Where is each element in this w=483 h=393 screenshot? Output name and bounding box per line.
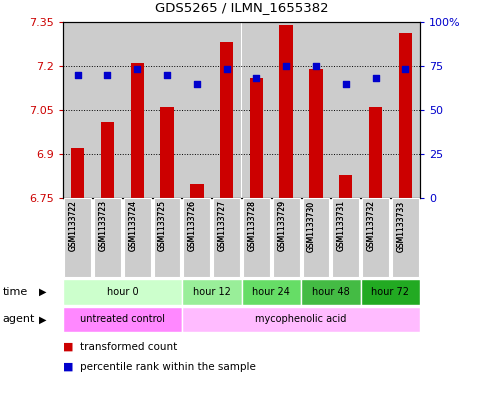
Text: GSM1133729: GSM1133729 [277,200,286,252]
Bar [242,279,301,305]
Text: GSM1133727: GSM1133727 [218,200,227,252]
Point [163,72,171,78]
Point [74,72,82,78]
Bar [122,22,152,198]
Text: hour 72: hour 72 [371,287,410,297]
Text: GSM1133733: GSM1133733 [397,200,405,252]
Point [193,80,201,86]
Bar [212,22,242,198]
Bar [182,307,420,332]
Bar [242,22,271,198]
Bar [339,175,353,198]
Text: hour 24: hour 24 [252,287,290,297]
Point [133,66,141,72]
Text: GSM1133730: GSM1133730 [307,200,316,252]
Bar [93,22,122,198]
Text: percentile rank within the sample: percentile rank within the sample [80,362,256,371]
Bar [182,22,212,198]
Point [104,72,112,78]
Bar [63,307,182,332]
Bar [71,148,85,198]
Text: GSM1133731: GSM1133731 [337,200,346,252]
Text: GSM1133725: GSM1133725 [158,200,167,252]
Text: ▶: ▶ [39,287,46,297]
Text: GSM1133722: GSM1133722 [69,200,78,251]
Bar [369,107,382,198]
Text: ▶: ▶ [39,314,46,324]
Bar [63,22,93,198]
Bar [160,107,174,198]
Text: untreated control: untreated control [80,314,165,324]
Point [372,75,380,81]
Text: GSM1133728: GSM1133728 [247,200,256,251]
Bar [101,122,114,198]
Text: GSM1133731: GSM1133731 [337,200,346,252]
Bar [398,33,412,198]
Bar [301,279,361,305]
Point [223,66,230,72]
Bar [271,22,301,198]
Point [401,66,409,72]
Bar [63,279,182,305]
Text: GSM1133730: GSM1133730 [307,200,316,252]
Text: GSM1133722: GSM1133722 [69,200,78,251]
Text: ■: ■ [63,342,73,352]
Bar [152,22,182,198]
Text: GSM1133729: GSM1133729 [277,200,286,252]
Text: time: time [2,287,28,297]
Text: GDS5265 / ILMN_1655382: GDS5265 / ILMN_1655382 [155,1,328,14]
Text: GSM1133723: GSM1133723 [99,200,107,252]
Bar [250,77,263,198]
Point [282,62,290,69]
Bar [390,22,420,198]
Text: hour 12: hour 12 [193,287,231,297]
Text: GSM1133732: GSM1133732 [367,200,376,252]
Text: agent: agent [2,314,35,324]
Bar [280,24,293,198]
Text: GSM1133733: GSM1133733 [397,200,405,252]
Text: GSM1133725: GSM1133725 [158,200,167,252]
Text: hour 48: hour 48 [312,287,350,297]
Text: GSM1133723: GSM1133723 [99,200,107,252]
Bar [130,63,144,198]
Bar [220,42,233,198]
Text: GSM1133726: GSM1133726 [188,200,197,252]
Text: GSM1133732: GSM1133732 [367,200,376,252]
Text: transformed count: transformed count [80,342,177,352]
Bar [190,184,203,198]
Text: mycophenolic acid: mycophenolic acid [256,314,347,324]
Point [312,62,320,69]
Text: GSM1133728: GSM1133728 [247,200,256,251]
Text: GSM1133724: GSM1133724 [128,200,137,252]
Text: GSM1133724: GSM1133724 [128,200,137,252]
Bar [361,22,390,198]
Bar [301,22,331,198]
Bar [361,279,420,305]
Bar [309,69,323,198]
Text: GSM1133727: GSM1133727 [218,200,227,252]
Bar [331,22,361,198]
Point [342,80,350,86]
Point [253,75,260,81]
Text: ■: ■ [63,362,73,371]
Text: GSM1133726: GSM1133726 [188,200,197,252]
Bar [182,279,242,305]
Text: hour 0: hour 0 [107,287,138,297]
